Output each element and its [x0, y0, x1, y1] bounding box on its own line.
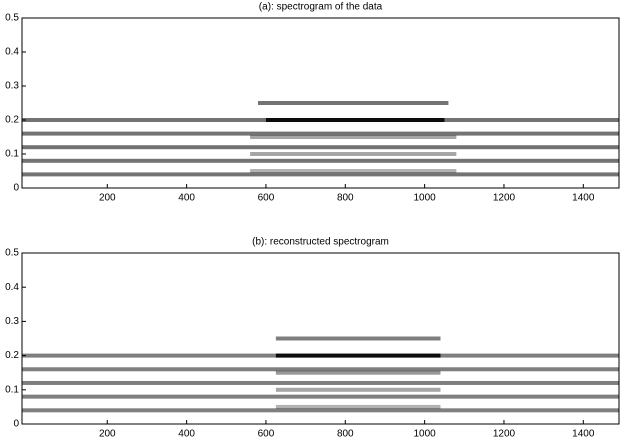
spectral-band	[275, 370, 441, 375]
x-tick-label: 1200	[493, 193, 516, 204]
x-tick-label: 400	[178, 429, 195, 440]
x-tick-label: 1000	[414, 429, 437, 440]
y-tick-label: 0.1	[5, 149, 19, 160]
x-tick-label: 1200	[493, 429, 516, 440]
y-tick-label: 0.4	[5, 47, 19, 58]
y-tick-label: 0	[13, 183, 19, 194]
spectral-band	[22, 367, 619, 372]
spectral-band	[22, 145, 619, 150]
x-tick-label: 200	[99, 193, 116, 204]
spectral-band	[275, 336, 441, 341]
spectral-band	[250, 152, 457, 156]
spectral-band	[250, 169, 457, 173]
x-tick-label: 1400	[572, 193, 595, 204]
spectral-band	[22, 158, 619, 163]
x-tick-label: 600	[258, 193, 275, 204]
spectral-band	[22, 408, 619, 413]
x-tick-label: 800	[337, 429, 354, 440]
spectral-band	[22, 131, 619, 136]
spectral-band	[258, 101, 449, 105]
x-tick-label: 1400	[572, 429, 595, 440]
y-tick-label: 0	[13, 419, 19, 430]
y-tick-label: 0.2	[5, 115, 19, 126]
y-tick-label: 0.3	[5, 81, 19, 92]
chart-title: (b): reconstructed spectrogram	[252, 237, 389, 248]
x-tick-label: 800	[337, 193, 354, 204]
spectral-band	[22, 394, 619, 399]
x-tick-label: 200	[99, 429, 116, 440]
y-tick-label: 0.2	[5, 350, 19, 361]
y-tick-label: 0.5	[5, 13, 19, 24]
spectral-band	[265, 118, 445, 122]
plot-frame	[21, 252, 620, 425]
y-tick-label: 0.3	[5, 316, 19, 327]
y-tick-label: 0.1	[5, 384, 19, 395]
y-tick-label: 0.5	[5, 248, 19, 259]
spectral-band	[275, 353, 441, 358]
spectral-band	[275, 404, 441, 409]
spectral-band	[275, 387, 441, 392]
x-tick-label: 400	[178, 193, 195, 204]
plot-frame	[21, 17, 620, 189]
x-tick-label: 1000	[414, 193, 437, 204]
x-tick-label: 600	[258, 429, 275, 440]
chart-title: (a): spectrogram of the data	[259, 2, 383, 13]
y-tick-label: 0.4	[5, 282, 19, 293]
spectral-band	[22, 172, 619, 177]
spectral-band	[250, 135, 457, 139]
spectral-band	[22, 380, 619, 385]
